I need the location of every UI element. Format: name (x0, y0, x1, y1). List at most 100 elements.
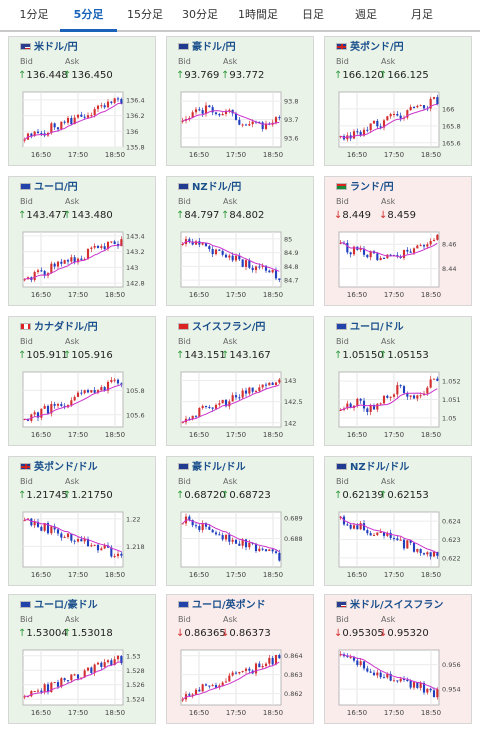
moving-average-line (182, 110, 280, 125)
pair-title[interactable]: ユーロ/英ポンド (178, 599, 266, 613)
candle (110, 660, 113, 666)
price-chart[interactable]: 16:50 17:50 18:50 105.8 105.6 (13, 367, 151, 443)
candle (93, 544, 96, 546)
currency-panel[interactable]: 英ポンド/ドル Bid Ask ↑1.21745 ↑1.21750 16:50 17:50 1… (8, 456, 156, 586)
pair-title[interactable]: 豪ドル/円 (178, 41, 236, 55)
tab-0[interactable]: 1分足 (19, 8, 49, 21)
pair-name[interactable]: ユーロ/豪ドル (34, 600, 98, 611)
pair-title[interactable]: NZドル/円 (178, 181, 241, 195)
price-chart[interactable]: 16:50 17:50 18:50 1.22 1.218 (13, 507, 151, 583)
candle (40, 690, 43, 693)
pair-name[interactable]: 豪ドル/ドル (192, 462, 246, 473)
currency-panel[interactable]: 米ドル/円 Bid Ask ↑136.448 ↑136.450 16:50 17:50 18:… (8, 36, 156, 166)
price-chart[interactable]: 16:50 17:50 18:50 85 84.9 84.8 84.7 (171, 227, 309, 303)
candle (100, 662, 103, 667)
candle (214, 532, 218, 535)
bid-number: 1.21745 (26, 490, 68, 501)
candle (376, 403, 379, 410)
arrow-up-icon: ↑ (18, 350, 27, 361)
price-chart[interactable]: 16:50 17:50 18:50 93.8 93.7 93.6 (171, 87, 309, 163)
price-chart[interactable]: 16:50 17:50 18:50 0.864 0.863 0.862 (171, 645, 309, 721)
currency-panel[interactable]: ランド/円 Bid Ask ↓8.449 ↓8.459 16:50 17:50 18:50 8.… (324, 176, 472, 306)
currency-panel[interactable]: NZドル/ドル Bid Ask ↑0.62139 ↑0.62153 16:50 17:50 1… (324, 456, 472, 586)
tab-5[interactable]: 日足 (302, 8, 324, 21)
tab-7[interactable]: 月足 (411, 8, 433, 21)
pair-title[interactable]: ランド/円 (336, 181, 394, 195)
candle (86, 538, 90, 547)
currency-panel[interactable]: ユーロ/ドル Bid Ask ↑1.05150 ↑1.05153 16:50 17:50 18… (324, 316, 472, 446)
bid-value: ↓0.86365 (176, 628, 226, 639)
currency-panel[interactable]: ユーロ/豪ドル Bid Ask ↑1.53004 ↑1.53018 16:50 17:50 1… (8, 594, 156, 724)
currency-panel[interactable]: NZドル/円 Bid Ask ↑84.797 ↑84.802 16:50 17:50 18:5… (166, 176, 314, 306)
pair-name[interactable]: ユーロ/英ポンド (192, 600, 266, 611)
candle (30, 691, 33, 697)
tab-1[interactable]: 5分足 (60, 0, 117, 32)
candle (96, 105, 100, 110)
pair-name[interactable]: 英ポンド/円 (350, 42, 404, 53)
candle (261, 265, 264, 267)
ask-label: Ask (65, 477, 80, 486)
pair-name[interactable]: ユーロ/ドル (350, 322, 404, 333)
currency-panel[interactable]: 米ドル/スイスフラン Bid Ask ↓0.95305 ↓0.95320 16:50 17:… (324, 594, 472, 724)
bid-label: Bid (178, 197, 191, 206)
arrow-up-icon: ↑ (63, 490, 72, 501)
currency-panel[interactable]: ユーロ/英ポンド Bid Ask ↓0.86365 ↓0.86373 16:50 17:50… (166, 594, 314, 724)
pair-name[interactable]: カナダドル/円 (34, 322, 98, 333)
price-chart[interactable]: 16:50 17:50 18:50 0.689 0.688 (171, 507, 309, 583)
candle (181, 422, 184, 424)
candle (218, 249, 221, 251)
price-chart[interactable]: 16:50 17:50 18:50 0.956 0.954 (329, 645, 467, 721)
pair-title[interactable]: 英ポンド/円 (336, 41, 404, 55)
pair-name[interactable]: ランド/円 (350, 182, 394, 193)
pair-name[interactable]: NZドル/円 (192, 182, 242, 193)
price-chart[interactable]: 16:50 17:50 18:50 1.052 1.051 1.05 (329, 367, 467, 443)
currency-panel[interactable]: 英ポンド/円 Bid Ask ↑166.120 ↑166.125 16:50 17:50 18… (324, 36, 472, 166)
pair-title[interactable]: ユーロ/円 (20, 181, 78, 195)
candle (426, 552, 429, 555)
tab-6[interactable]: 週足 (355, 8, 377, 21)
pair-name[interactable]: ユーロ/円 (34, 182, 78, 193)
price-chart[interactable]: 16:50 17:50 18:50 166 165.8 165.6 (329, 87, 467, 163)
pair-title[interactable]: 英ポンド/ドル (20, 461, 98, 475)
tab-3[interactable]: 30分足 (182, 8, 218, 21)
pair-title[interactable]: NZドル/ドル (336, 461, 409, 475)
currency-panel[interactable]: 豪ドル/ドル Bid Ask ↑0.68720 ↑0.68723 16:50 17:50 18… (166, 456, 314, 586)
tab-2[interactable]: 15分足 (127, 8, 163, 21)
candle (366, 254, 369, 258)
candle (43, 523, 46, 531)
currency-panel[interactable]: カナダドル/円 Bid Ask ↑105.911 ↑105.916 16:50 17:50 1… (8, 316, 156, 446)
price-chart[interactable]: 16:50 17:50 18:50 143 142.5 142 (171, 367, 309, 443)
currency-panel[interactable]: 豪ドル/円 Bid Ask ↑93.769 ↑93.772 16:50 17:50 18:50… (166, 36, 314, 166)
pair-title[interactable]: カナダドル/円 (20, 321, 98, 335)
candle (208, 526, 211, 530)
pair-name[interactable]: 米ドル/円 (34, 42, 78, 53)
pair-name[interactable]: 米ドル/スイスフラン (350, 600, 444, 611)
candle (429, 552, 432, 557)
currency-panel[interactable]: ユーロ/円 Bid Ask ↑143.477 ↑143.480 16:50 17:50 18:… (8, 176, 156, 306)
candle (248, 668, 251, 671)
moving-average-line (340, 516, 438, 554)
price-chart[interactable]: 16:50 17:50 18:50 1.53 1.528 1.526 1.524 (13, 645, 151, 721)
price-chart[interactable]: 16:50 17:50 18:50 136.4 136.2 136 135.8 (13, 87, 151, 163)
pair-title[interactable]: 米ドル/円 (20, 41, 78, 55)
pair-title[interactable]: ユーロ/ドル (336, 321, 404, 335)
pair-title[interactable]: 米ドル/スイスフラン (336, 599, 443, 613)
pair-name[interactable]: スイスフラン/円 (192, 322, 266, 333)
pair-name[interactable]: 豪ドル/円 (192, 42, 236, 53)
pair-title[interactable]: ユーロ/豪ドル (20, 599, 98, 613)
pair-name[interactable]: NZドル/ドル (350, 462, 410, 473)
price-chart[interactable]: 16:50 17:50 18:50 143.4 143.2 143 142.8 (13, 227, 151, 303)
tab-4[interactable]: 1時間足 (238, 8, 278, 21)
candle (194, 689, 198, 695)
pair-title[interactable]: スイスフラン/円 (178, 321, 265, 335)
candle (268, 382, 271, 386)
candle (352, 246, 356, 255)
arrow-down-icon: ↓ (334, 210, 343, 221)
moving-average-line (24, 102, 122, 140)
pair-name[interactable]: 英ポンド/ドル (34, 462, 98, 473)
currency-panel[interactable]: スイスフラン/円 Bid Ask ↑143.151 ↑143.167 16:50 17:50… (166, 316, 314, 446)
price-chart[interactable]: 16:50 17:50 18:50 8.46 8.44 (329, 227, 467, 303)
candle (396, 538, 399, 541)
pair-title[interactable]: 豪ドル/ドル (178, 461, 246, 475)
price-chart[interactable]: 16:50 17:50 18:50 0.624 0.623 0.622 (329, 507, 467, 583)
